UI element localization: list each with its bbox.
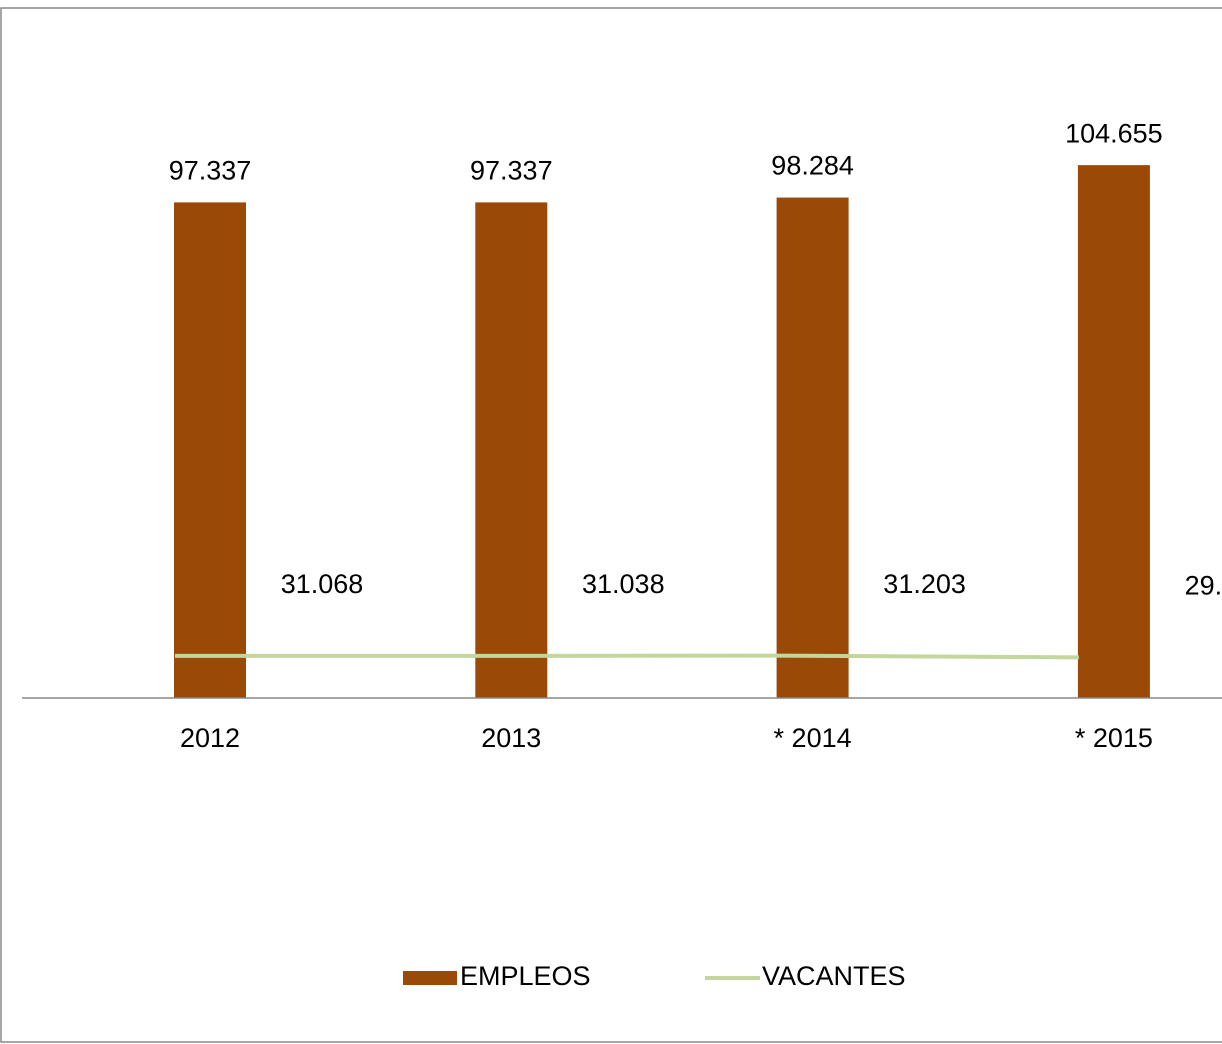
data-label: 31.068 xyxy=(281,569,364,599)
x-tick-label: * 2014 xyxy=(774,723,852,753)
data-label: 97.337 xyxy=(169,156,252,186)
legend-swatch xyxy=(403,971,457,985)
line xyxy=(174,653,1079,660)
data-label: 97.337 xyxy=(470,156,553,186)
bar xyxy=(1077,165,1150,699)
chart-border xyxy=(0,7,1222,1043)
x-tick-label: 2013 xyxy=(481,723,541,753)
bar xyxy=(776,197,849,699)
data-label: 31.038 xyxy=(582,569,665,599)
legend-label: VACANTES xyxy=(762,961,906,991)
data-label: 98.284 xyxy=(771,151,854,181)
bar xyxy=(475,202,548,698)
data-label: 31.203 xyxy=(883,569,966,599)
x-tick-label: 2012 xyxy=(180,723,240,753)
data-label: 104.655 xyxy=(1065,118,1163,148)
legend-label: EMPLEOS xyxy=(460,961,591,991)
data-label: 29.932 xyxy=(1185,570,1222,600)
bar xyxy=(174,202,246,698)
x-tick-label: * 2015 xyxy=(1075,723,1153,753)
